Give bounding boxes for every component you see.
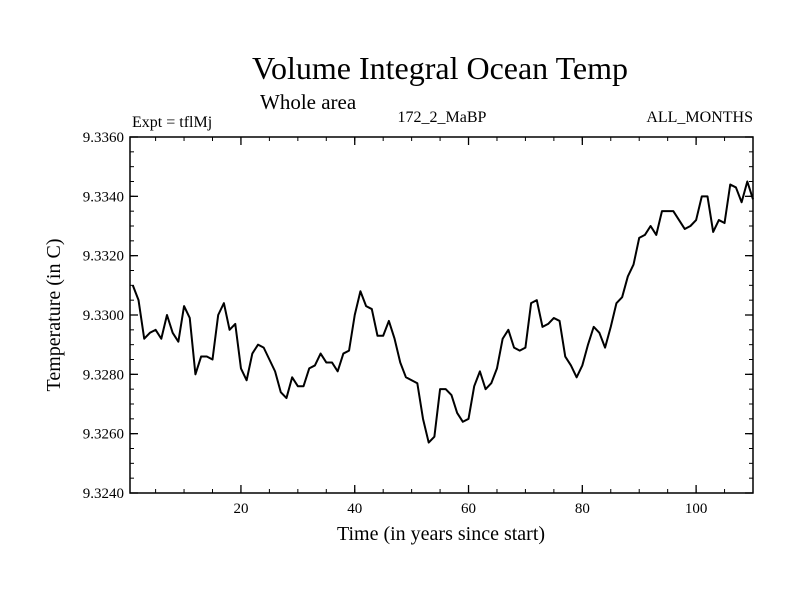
plot-frame — [129, 136, 754, 494]
y-tick-label: 9.3340 — [83, 189, 124, 205]
x-tick-label: 60 — [461, 501, 476, 517]
series-line — [131, 180, 754, 444]
period-label: ALL_MONTHS — [646, 109, 753, 126]
axis-ticks: 9.3240 9.3260 9.3280 9.3300 9.3320 9.3340 9.33… — [83, 130, 753, 517]
x-tick-label: 40 — [347, 501, 362, 517]
run-label: 172_2_MaBP — [398, 109, 487, 126]
y-tick-label: 9.3240 — [83, 486, 124, 502]
y-tick-label: 9.3320 — [83, 249, 124, 265]
x-tick-label: 80 — [575, 501, 590, 517]
chart-title: Volume Integral Ocean Temp — [252, 50, 628, 86]
x-tick-label: 100 — [685, 501, 708, 517]
x-tick-label: 20 — [233, 501, 248, 517]
y-tick-label: 9.3300 — [83, 308, 124, 324]
chart-subtitle: Whole area — [260, 90, 357, 114]
y-tick-label: 9.3280 — [83, 367, 124, 383]
experiment-label: Expt = tflMj — [132, 114, 212, 131]
y-tick-label: 9.3260 — [83, 427, 124, 443]
y-tick-label: 9.3360 — [83, 130, 124, 146]
x-axis-label: Time (in years since start) — [337, 523, 545, 545]
data-series — [131, 180, 754, 444]
y-axis-label: Temperature (in C) — [43, 239, 65, 392]
